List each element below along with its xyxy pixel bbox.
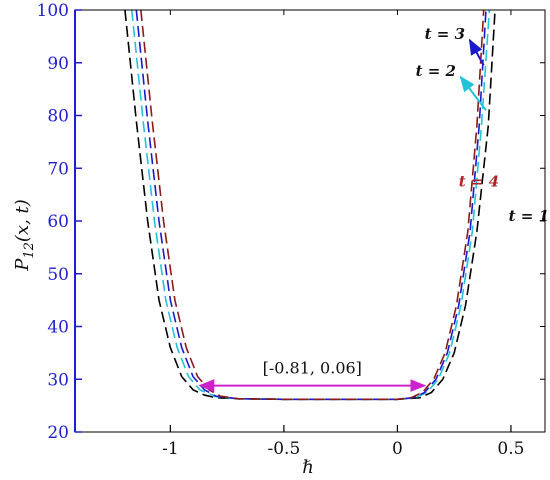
series-line-4: [140, 10, 485, 401]
annotation-label-3: t = 4: [459, 173, 499, 191]
axis-group: 20 30 40 50 60 70 80 90 100 -1 -0.5 0 0.5: [37, 1, 546, 459]
label-group: P12(x, t) ℏ: [12, 199, 314, 478]
y-tick-label: 100: [37, 1, 69, 21]
x-tick-label: -1: [162, 439, 179, 459]
y-tick-label: 20: [47, 423, 69, 443]
y-axis-label-sub: 12: [22, 242, 37, 259]
annotation-arrow-1: [468, 38, 485, 66]
y-axis-label: P12(x, t): [12, 199, 37, 272]
series-group: [124, 10, 496, 401]
y-tick-label: 70: [47, 159, 69, 179]
annotation-label-2: t = 2: [416, 62, 456, 80]
annotation-group: t = 3 t = 2 t = 4 t = 1: [416, 25, 549, 225]
x-tick-label: 0: [392, 439, 403, 459]
y-tick-label: 60: [47, 212, 69, 232]
interval-group: [-0.81, 0.06]: [198, 359, 427, 392]
y-axis-label-main: P: [12, 258, 33, 272]
x-tick-label: -0.5: [267, 439, 300, 459]
y-axis-label-args: (x, t): [12, 199, 33, 242]
annotation-arrow-2: [459, 75, 487, 111]
y-tick-label: 30: [47, 370, 69, 390]
annotation-label-1: t = 3: [425, 25, 465, 43]
y-tick-label: 40: [47, 318, 69, 338]
annotation-label-4: t = 1: [509, 207, 549, 225]
y-tick-label: 80: [47, 107, 69, 127]
x-tick-label: 0.5: [497, 439, 524, 459]
y-tick-label: 90: [47, 54, 69, 74]
x-axis-label: ℏ: [302, 457, 314, 478]
y-tick-label: 50: [47, 265, 69, 285]
interval-label: [-0.81, 0.06]: [263, 359, 362, 378]
